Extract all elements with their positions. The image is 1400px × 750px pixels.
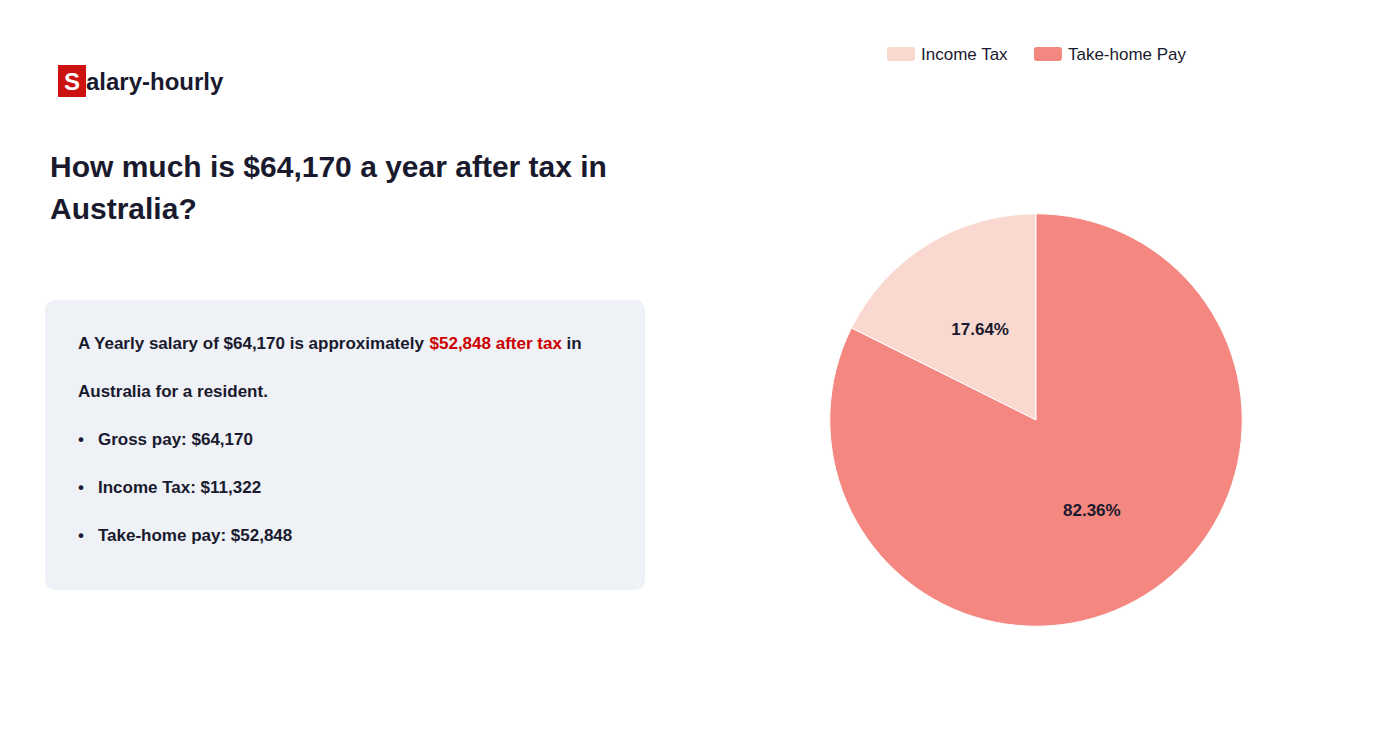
svg-text:Take-home pay: $52,848: Take-home pay: $52,848 bbox=[98, 526, 292, 545]
svg-text:in: in bbox=[562, 334, 582, 353]
svg-text:•: • bbox=[78, 430, 84, 449]
svg-text:•: • bbox=[78, 526, 84, 545]
svg-text:82.36%: 82.36% bbox=[1063, 501, 1121, 520]
svg-text:Income Tax: Income Tax bbox=[921, 45, 1008, 64]
svg-text:A Yearly salary of $64,170 is: A Yearly salary of $64,170 is approximat… bbox=[78, 334, 429, 353]
svg-text:Gross pay: $64,170: Gross pay: $64,170 bbox=[98, 430, 253, 449]
svg-text:S: S bbox=[64, 68, 80, 95]
svg-text:alary-hourly: alary-hourly bbox=[86, 68, 224, 95]
svg-text:Australia?: Australia? bbox=[50, 192, 197, 225]
svg-text:17.64%: 17.64% bbox=[951, 320, 1009, 339]
svg-text:$52,848 after tax: $52,848 after tax bbox=[430, 334, 563, 353]
svg-text:•: • bbox=[78, 478, 84, 497]
svg-text:Australia for a resident.: Australia for a resident. bbox=[78, 382, 268, 401]
svg-text:Income Tax: $11,322: Income Tax: $11,322 bbox=[98, 478, 261, 497]
svg-text:How much is $64,170 a year aft: How much is $64,170 a year after tax in bbox=[50, 150, 607, 183]
svg-text:Take-home Pay: Take-home Pay bbox=[1068, 45, 1187, 64]
